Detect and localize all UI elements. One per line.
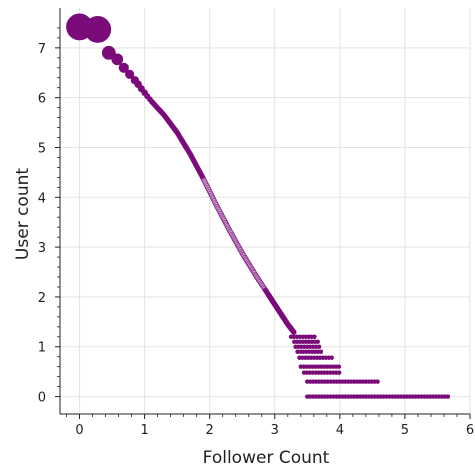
data-point (329, 355, 334, 360)
data-point (149, 98, 155, 105)
y-tick-label: 2 (38, 291, 46, 306)
data-point (336, 364, 342, 369)
data-point (318, 349, 324, 354)
data-point (125, 69, 135, 79)
plot-area (66, 13, 451, 399)
y-tick-label: 5 (38, 141, 46, 156)
x-tick-label: 1 (140, 423, 148, 438)
x-tick-label: 3 (271, 423, 279, 438)
y-tick-label: 7 (38, 42, 46, 57)
y-tick-label: 6 (38, 92, 46, 107)
data-point (101, 45, 116, 60)
y-tick-label: 4 (38, 191, 46, 206)
y-axis-label: User count (13, 168, 33, 260)
x-tick-label: 4 (336, 423, 344, 438)
x-tick-label: 5 (401, 423, 409, 438)
x-axis-label: Follower Count (203, 448, 330, 466)
data-point (111, 53, 124, 66)
data-point (375, 379, 380, 384)
data-point (84, 16, 112, 43)
data-point (291, 329, 297, 335)
data-point (336, 370, 342, 375)
data-point (316, 344, 322, 349)
data-point (312, 334, 317, 340)
data-point (315, 339, 320, 345)
y-tick-label: 3 (38, 241, 46, 256)
x-tick-label: 6 (466, 423, 474, 438)
data-point (118, 62, 129, 73)
x-tick-label: 2 (206, 423, 214, 438)
y-tick-label: 0 (38, 391, 46, 406)
y-tick-label: 1 (38, 341, 46, 356)
grid (60, 8, 471, 414)
x-tick-label: 0 (75, 423, 83, 438)
data-point (445, 394, 451, 399)
ticks: 0 1 2 3 4 5 6 0 1 2 3 4 5 6 7 (38, 27, 474, 438)
